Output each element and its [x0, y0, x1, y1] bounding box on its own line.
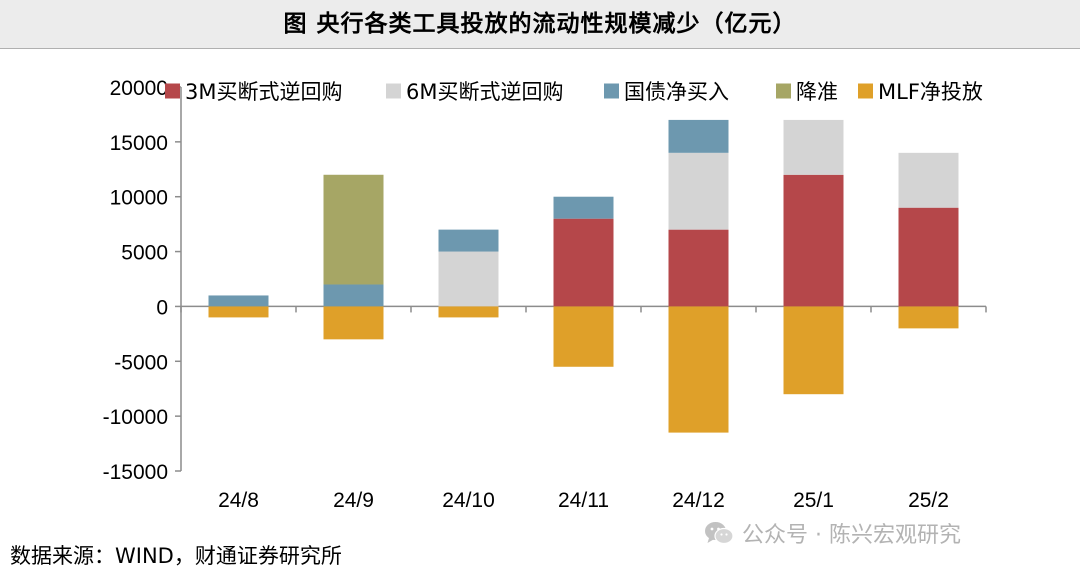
y-tick-label: -15000: [103, 461, 168, 484]
x-tick-label: 24/12: [672, 489, 725, 512]
x-tick-label: 24/11: [558, 489, 609, 512]
bar-segment: [553, 218, 614, 307]
bar-segment: [783, 119, 844, 175]
legend-label: 国债净买入: [624, 80, 729, 104]
bar-segment: [668, 306, 729, 433]
legend-swatch: [165, 83, 180, 99]
x-tick-label: 24/9: [333, 489, 374, 512]
x-tick-label: 24/10: [442, 489, 495, 512]
bar-segment: [668, 152, 729, 230]
bar-segment: [668, 119, 729, 153]
bar-segment: [898, 152, 959, 208]
axes: 20000 15000 10000 5000 0 -5000 -10000 -15000 24/…: [103, 77, 987, 512]
legend-label: 3M买断式逆回购: [185, 80, 342, 104]
legend-swatch: [776, 83, 791, 99]
legend-label: MLF净投放: [878, 80, 983, 104]
bar-segment: [783, 174, 844, 307]
bar-segment: [783, 306, 844, 395]
legend: 3M买断式逆回购 6M买断式逆回购 国债净买入 降准 MLF净投放: [165, 80, 983, 104]
wechat-icon: [705, 522, 734, 545]
bar-segment: [898, 306, 959, 329]
y-tick-label: -5000: [114, 351, 168, 374]
x-tick-label: 24/8: [218, 489, 259, 512]
legend-label: 降准: [796, 80, 838, 104]
y-tick-label: 5000: [121, 242, 168, 265]
watermark-text: 公众号 · 陈兴宏观研究: [742, 523, 961, 548]
bar-segment: [668, 229, 729, 307]
watermark: 公众号 · 陈兴宏观研究: [704, 517, 961, 549]
legend-swatch: [386, 83, 401, 99]
bar-segment: [323, 306, 384, 340]
chart-title: 图 央行各类工具投放的流动性规模减少（亿元）: [283, 11, 797, 37]
legend-label: 6M买断式逆回购: [406, 80, 563, 104]
bar-segment: [208, 306, 269, 318]
y-tick-label: 0: [156, 296, 168, 319]
title-bar: 图 央行各类工具投放的流动性规模减少（亿元）: [0, 0, 1080, 49]
legend-swatch: [858, 83, 873, 99]
bar-segment: [208, 295, 269, 307]
bars: [208, 119, 959, 433]
y-tick-label: 20000: [110, 77, 168, 100]
bar-segment: [438, 306, 499, 318]
bar-segment: [553, 306, 614, 367]
bar-segment: [553, 196, 614, 219]
bar-segment: [323, 174, 384, 285]
bar-segment: [438, 251, 499, 307]
bar-segment: [898, 207, 959, 307]
source-note: 数据来源：WIND，财通证券研究所: [10, 544, 342, 568]
y-tick-label: 15000: [110, 132, 168, 155]
bar-segment: [323, 284, 384, 307]
x-tick-label: 25/2: [908, 489, 949, 512]
y-tick-label: 10000: [110, 187, 168, 210]
x-tick-label: 25/1: [793, 489, 834, 512]
legend-swatch: [604, 83, 619, 99]
y-tick-label: -10000: [103, 406, 168, 429]
bar-segment: [438, 229, 499, 252]
